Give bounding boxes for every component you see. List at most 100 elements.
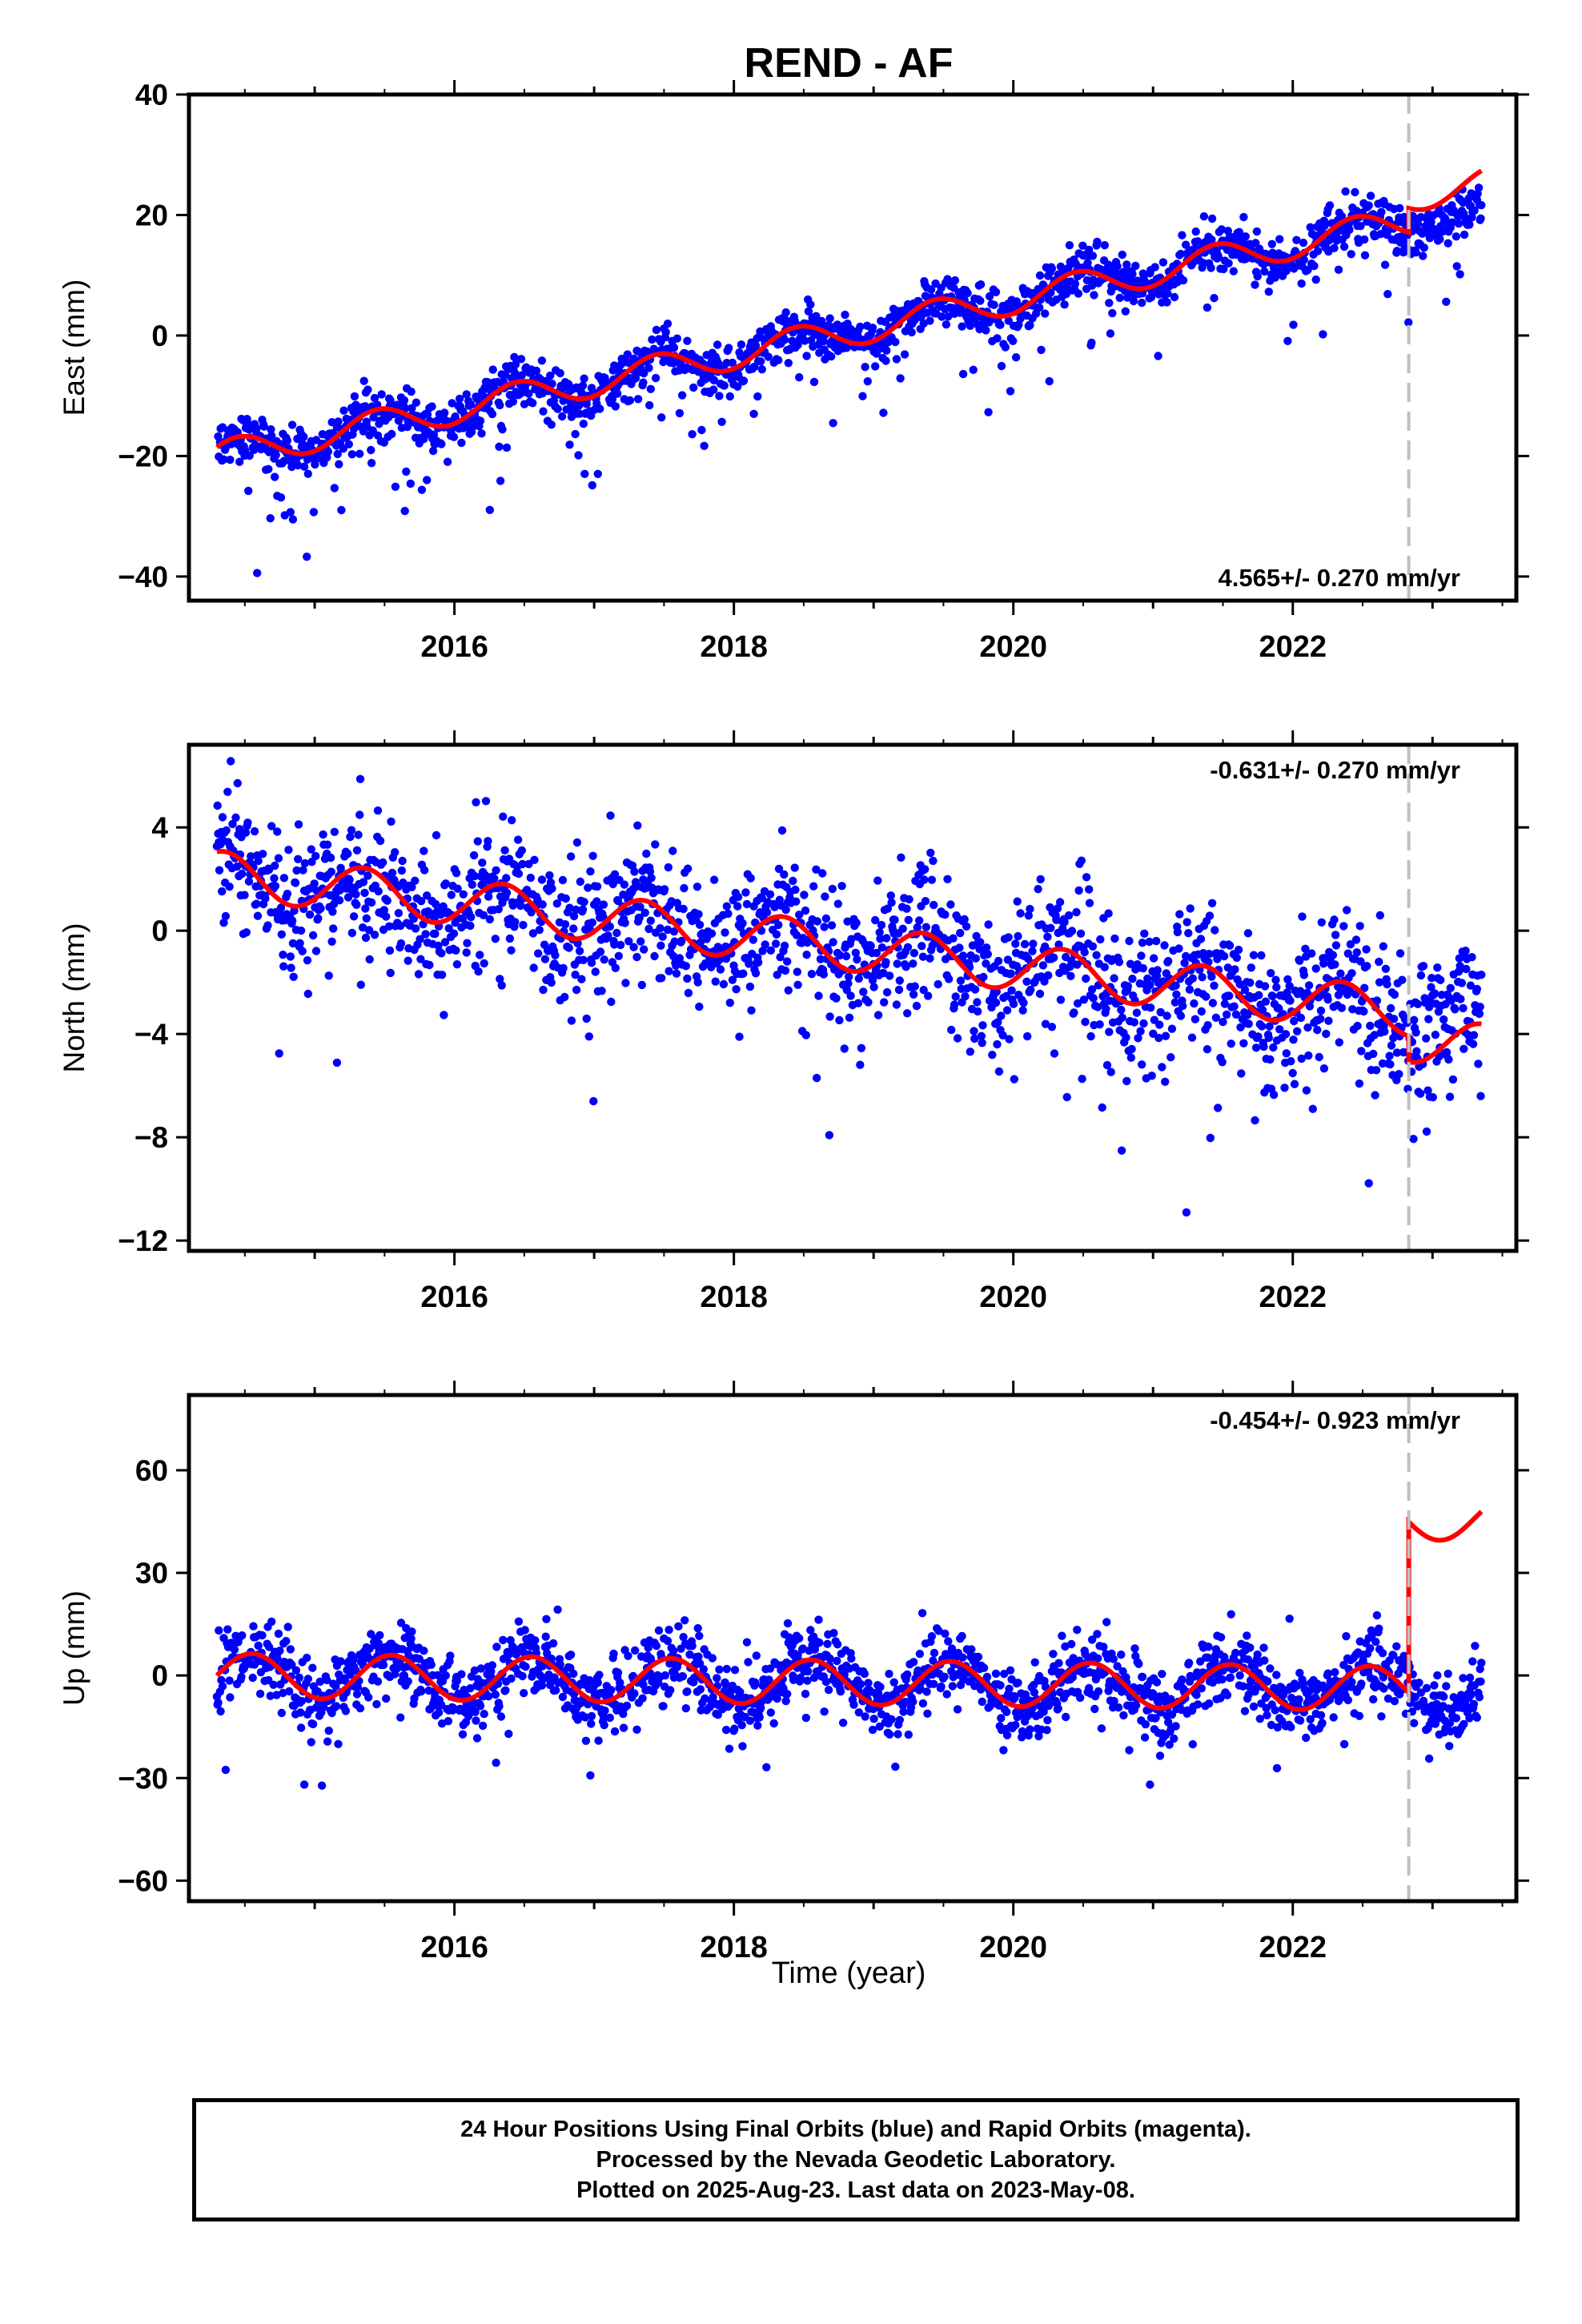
data-point <box>472 1734 482 1743</box>
data-point <box>951 992 960 1001</box>
data-point <box>976 280 986 289</box>
data-point <box>1472 984 1482 994</box>
data-points <box>212 757 1486 1217</box>
data-point <box>1054 1659 1063 1667</box>
data-point <box>904 915 913 925</box>
data-point <box>1355 922 1364 931</box>
data-point <box>327 867 335 876</box>
data-point <box>611 963 620 973</box>
data-point <box>1042 1726 1051 1735</box>
data-point <box>1460 230 1469 239</box>
data-point <box>926 954 934 963</box>
data-point <box>610 1727 620 1736</box>
data-point <box>1149 1689 1158 1699</box>
data-point <box>546 371 555 380</box>
data-point <box>915 1650 925 1659</box>
data-point <box>1018 1006 1027 1015</box>
data-point <box>693 978 702 987</box>
data-point <box>580 374 588 383</box>
data-point <box>1295 956 1304 966</box>
data-point <box>774 356 783 364</box>
data-point <box>929 856 938 866</box>
data-point <box>1230 1002 1239 1011</box>
data-point <box>622 1701 632 1711</box>
data-point <box>428 446 438 456</box>
data-point <box>780 941 789 951</box>
data-point <box>1030 1688 1039 1697</box>
data-point <box>600 955 608 964</box>
data-point <box>1044 971 1053 980</box>
data-point <box>695 1631 704 1640</box>
data-point <box>1343 906 1351 915</box>
data-point <box>637 980 646 990</box>
data-point <box>277 1708 286 1718</box>
data-point <box>394 909 404 918</box>
data-point <box>349 912 359 921</box>
data-point <box>1298 912 1307 921</box>
data-point <box>942 320 951 329</box>
data-point <box>1445 1092 1455 1101</box>
data-point <box>1105 996 1114 1005</box>
data-point <box>600 1721 608 1730</box>
data-point <box>1267 239 1277 248</box>
data-point <box>1072 907 1081 917</box>
data-point <box>1034 885 1042 894</box>
data-point <box>982 943 991 952</box>
data-point <box>1079 995 1089 1004</box>
data-point <box>897 853 905 862</box>
data-point <box>1146 1780 1154 1789</box>
data-point <box>1258 1022 1267 1031</box>
data-point <box>595 1671 604 1679</box>
data-point <box>565 440 574 449</box>
data-point <box>793 980 802 990</box>
data-point <box>1110 1696 1118 1706</box>
model-line <box>215 168 1483 456</box>
data-point <box>332 1058 342 1068</box>
data-point <box>1313 247 1323 255</box>
data-point <box>1162 298 1171 307</box>
data-point <box>264 464 273 473</box>
data-point <box>946 900 955 909</box>
data-point <box>495 1702 504 1711</box>
data-point <box>537 875 547 884</box>
y-tick-label: −20 <box>118 440 168 472</box>
data-point <box>679 1633 688 1642</box>
data-point <box>1141 1720 1150 1729</box>
data-point <box>1158 1063 1166 1072</box>
data-point <box>573 939 582 948</box>
data-point <box>396 939 406 948</box>
data-point <box>630 1689 639 1698</box>
data-point <box>1207 235 1216 244</box>
data-point <box>501 1686 510 1695</box>
data-point <box>784 986 793 995</box>
data-point <box>227 757 235 766</box>
data-point <box>588 480 596 490</box>
data-point <box>804 1667 813 1676</box>
data-point <box>516 355 526 364</box>
data-point <box>996 320 1005 329</box>
data-point <box>326 853 335 862</box>
data-point <box>1146 293 1156 302</box>
data-point <box>963 288 972 298</box>
data-point <box>253 911 263 920</box>
data-point <box>737 340 746 349</box>
data-point <box>913 1666 922 1675</box>
data-point <box>608 879 617 889</box>
data-point <box>1375 911 1385 920</box>
data-point <box>1050 953 1058 963</box>
data-point <box>697 425 706 435</box>
data-point <box>575 947 584 955</box>
data-point <box>412 398 421 407</box>
data-point <box>331 1682 340 1691</box>
data-point <box>421 930 430 939</box>
data-point <box>1073 999 1082 1008</box>
data-point <box>1011 353 1021 362</box>
model-line <box>216 848 1482 1065</box>
data-point <box>382 912 391 921</box>
data-point <box>1000 1670 1009 1679</box>
data-point <box>823 1639 832 1648</box>
data-point <box>1468 1039 1478 1048</box>
data-point <box>620 880 628 889</box>
data-point <box>524 389 533 398</box>
data-point <box>305 910 315 919</box>
